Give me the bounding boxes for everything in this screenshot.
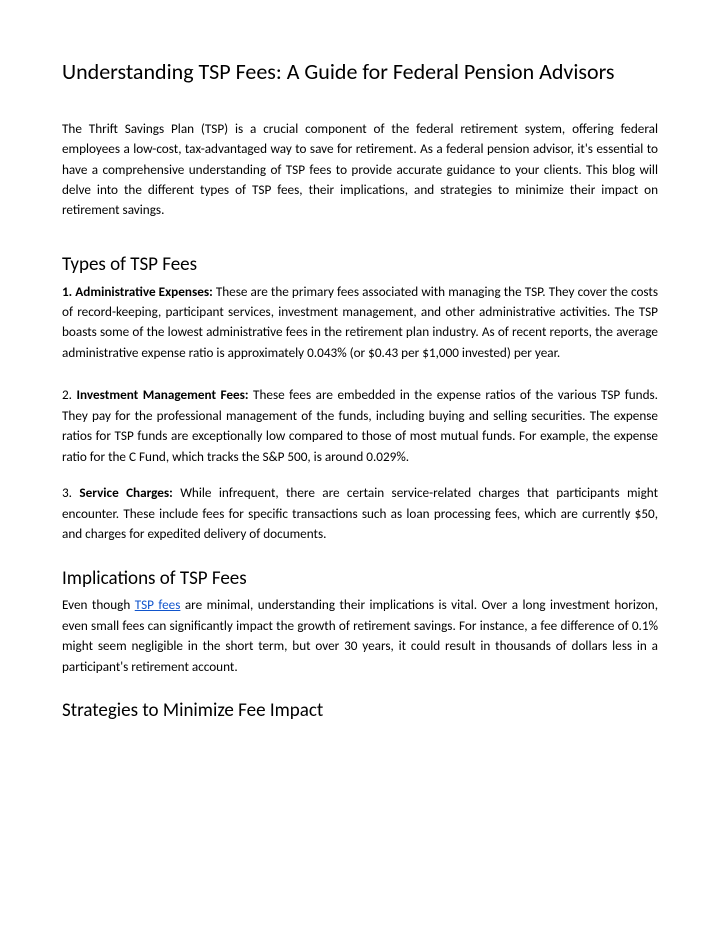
section-heading-strategies: Strategies to Minimize Fee Impact <box>62 699 658 724</box>
implications-pre: Even though <box>62 596 135 613</box>
section-heading-implications: Implications of TSP Fees <box>62 567 658 592</box>
tsp-fees-link[interactable]: TSP fees <box>135 596 181 613</box>
fee-item-service: 3. Service Charges: While infrequent, th… <box>62 483 658 544</box>
fee-item-num: 2. <box>62 386 77 403</box>
fee-item-num: 3. <box>62 484 79 501</box>
fee-item-lead: 1. Administrative Expenses: <box>62 283 216 300</box>
section-heading-types: Types of TSP Fees <box>62 253 658 278</box>
fee-item-investment: 2. Investment Management Fees: These fee… <box>62 385 658 467</box>
intro-paragraph: The Thrift Savings Plan (TSP) is a cruci… <box>62 119 658 221</box>
fee-item-lead: Investment Management Fees: <box>77 386 254 403</box>
implications-paragraph: Even though TSP fees are minimal, unders… <box>62 595 658 677</box>
fee-item-lead: Service Charges: <box>79 484 180 501</box>
fee-item-administrative: 1. Administrative Expenses: These are th… <box>62 282 658 364</box>
page-title: Understanding TSP Fees: A Guide for Fede… <box>62 58 658 87</box>
